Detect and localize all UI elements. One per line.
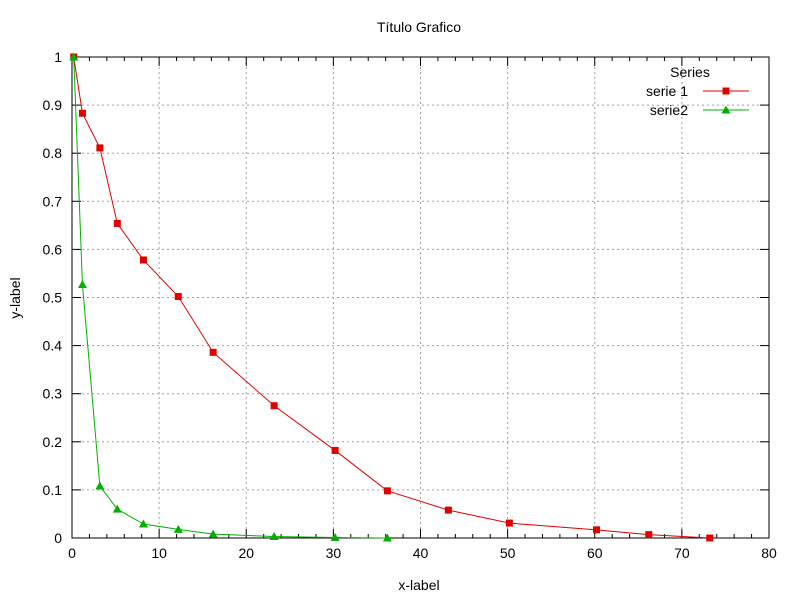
series-line xyxy=(73,56,710,539)
data-point xyxy=(330,533,340,542)
data-point xyxy=(208,529,218,538)
data-point xyxy=(139,256,147,264)
tick-labels-layer: 0 10 20 30 40 50 60 70 80 0 0.1 0.2 0.3 0.4 0.5 0.6 0.7 0… xyxy=(43,49,777,561)
data-point xyxy=(78,109,86,117)
legend-title: Series xyxy=(670,64,710,80)
series-layer xyxy=(69,52,714,542)
data-point xyxy=(96,144,104,152)
data-point xyxy=(95,481,105,490)
data-point xyxy=(174,293,182,301)
legend-marker xyxy=(722,87,730,95)
legend-marker xyxy=(721,105,731,114)
y-tick-label: 0.7 xyxy=(43,193,63,209)
legend-label: serie2 xyxy=(650,102,688,118)
data-point xyxy=(505,519,513,527)
x-tick-label: 60 xyxy=(587,545,603,561)
y-tick-label: 0.5 xyxy=(43,290,63,306)
x-tick-label: 70 xyxy=(674,545,690,561)
legend: Series serie 1 serie2 xyxy=(646,64,749,118)
x-tick-label: 0 xyxy=(68,545,76,561)
y-tick-label: 0 xyxy=(54,530,62,546)
legend-entries: serie 1 serie2 xyxy=(646,83,749,118)
y-tick-label: 0.3 xyxy=(43,386,63,402)
x-tick-label: 40 xyxy=(413,545,429,561)
data-point xyxy=(270,402,278,410)
data-point xyxy=(383,487,391,495)
data-point xyxy=(444,506,452,514)
x-axis-label: x-label xyxy=(398,577,439,593)
data-point xyxy=(645,531,653,539)
data-point xyxy=(112,504,122,513)
data-point xyxy=(269,532,279,541)
data-point xyxy=(382,533,392,542)
series-2 xyxy=(69,52,392,542)
grid-layer xyxy=(72,57,769,538)
data-point xyxy=(77,280,87,289)
data-point xyxy=(138,519,148,528)
x-tick-label: 50 xyxy=(500,545,516,561)
x-tick-label: 30 xyxy=(326,545,342,561)
data-point xyxy=(592,526,600,534)
data-point xyxy=(209,348,217,356)
chart-title: Título Grafico xyxy=(377,19,461,35)
y-tick-label: 0.1 xyxy=(43,482,63,498)
data-point xyxy=(113,219,121,227)
y-axis-label: y-label xyxy=(7,277,23,318)
x-tick-label: 10 xyxy=(151,545,167,561)
ticks-layer xyxy=(71,56,770,539)
y-tick-label: 1 xyxy=(54,49,62,65)
y-tick-label: 0.8 xyxy=(43,145,63,161)
series-line xyxy=(73,56,388,539)
legend-label: serie 1 xyxy=(646,83,688,99)
data-point xyxy=(331,446,339,454)
data-point xyxy=(173,524,183,533)
x-tick-label: 20 xyxy=(238,545,254,561)
x-tick-label: 80 xyxy=(761,545,777,561)
y-tick-label: 0.6 xyxy=(43,241,63,257)
data-point xyxy=(69,52,79,61)
y-tick-label: 0.4 xyxy=(43,338,63,354)
y-tick-label: 0.9 xyxy=(43,97,63,113)
data-point xyxy=(706,534,714,542)
y-tick-label: 0.2 xyxy=(43,434,63,450)
series-1 xyxy=(70,53,714,542)
